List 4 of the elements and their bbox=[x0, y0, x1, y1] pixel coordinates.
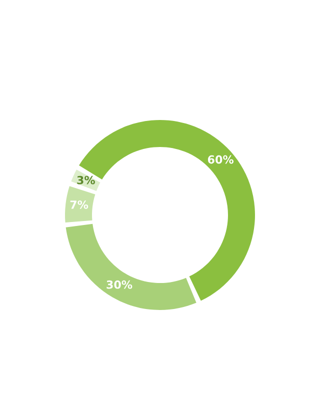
data-label: 3% bbox=[77, 176, 95, 184]
data-label: 7% bbox=[70, 200, 88, 209]
data-label: 60% bbox=[208, 155, 234, 164]
data-label: 30% bbox=[106, 280, 132, 289]
